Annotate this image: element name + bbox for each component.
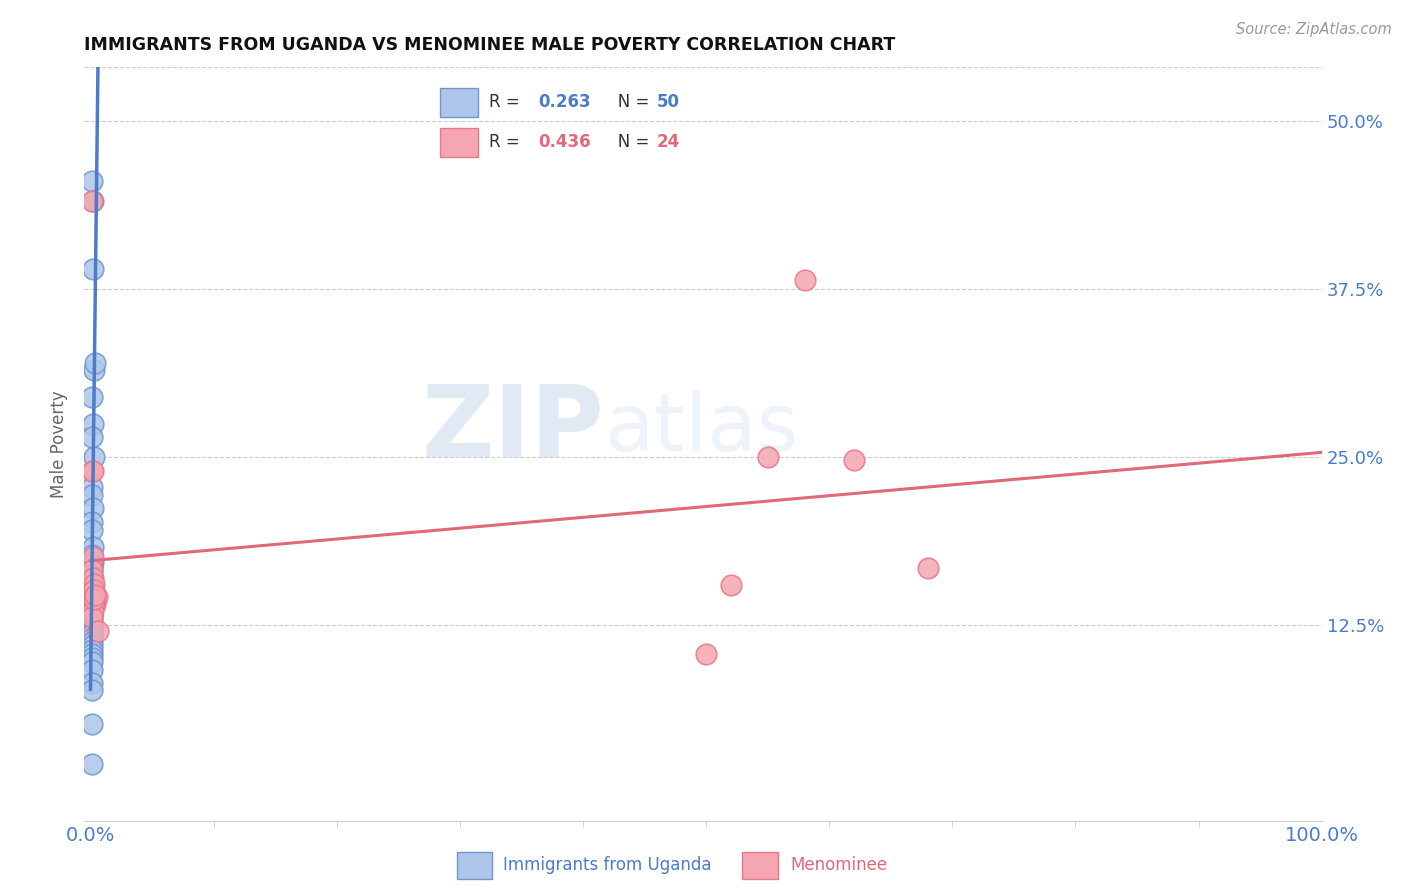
Point (82, 571, 104, 585)
Point (84, 597, 107, 611)
Point (80, 642, 103, 657)
Point (80, 596, 103, 610)
Point (80, 464, 103, 478)
Point (80, 613, 103, 627)
Point (80, 488, 103, 502)
Point (80, 599, 103, 613)
Point (83, 583, 105, 598)
Text: 0.436: 0.436 (538, 133, 591, 151)
Text: N =: N = (602, 94, 654, 112)
Point (80, 621, 103, 635)
Point (695, 647, 717, 661)
Point (80, 573, 103, 587)
Point (82, 194, 104, 209)
Point (80, 515, 103, 529)
Point (80, 563, 103, 577)
Point (80, 567, 103, 582)
Point (84, 591, 107, 605)
Point (80, 570, 103, 584)
Point (80, 390, 103, 404)
Point (80, 631, 103, 645)
Point (80, 586, 103, 600)
Point (80, 639, 103, 653)
Point (80, 663, 103, 677)
Point (82, 549, 104, 564)
Point (84, 591, 107, 605)
Point (80, 610, 103, 624)
Point (83, 597, 105, 611)
Point (80, 757, 103, 772)
Bar (440, 88, 478, 117)
Text: Menominee: Menominee (790, 856, 887, 874)
Point (80, 602, 103, 616)
Point (80, 650, 103, 665)
Point (82, 417, 104, 431)
Point (842, 453, 865, 467)
Point (80, 523, 103, 537)
Point (80, 624, 103, 638)
Point (80, 676, 103, 690)
Bar (440, 128, 478, 157)
Point (756, 450, 779, 465)
Text: N =: N = (602, 133, 654, 151)
Point (80, 716, 103, 731)
Point (80, 647, 103, 661)
Point (80, 194, 103, 209)
Point (80, 626, 103, 640)
Point (82, 501, 104, 516)
Point (80, 480, 103, 494)
Point (80, 583, 103, 598)
Point (84, 588, 107, 602)
Text: IMMIGRANTS FROM UGANDA VS MENOMINEE MALE POVERTY CORRELATION CHART: IMMIGRANTS FROM UGANDA VS MENOMINEE MALE… (84, 37, 896, 54)
Point (84, 356, 107, 370)
Point (80, 430, 103, 444)
Point (83, 363, 105, 377)
Point (82, 261, 104, 276)
Point (80, 174, 103, 188)
Bar (457, 852, 492, 879)
Point (82, 464, 104, 478)
Point (80, 581, 103, 595)
Point (80, 683, 103, 698)
Point (80, 655, 103, 669)
Bar (742, 852, 778, 879)
Text: 0.263: 0.263 (538, 94, 591, 112)
Point (80, 634, 103, 648)
Point (80, 549, 103, 563)
Y-axis label: Male Poverty: Male Poverty (51, 390, 69, 498)
Point (80, 617, 103, 632)
Point (80, 562, 103, 576)
Point (87, 624, 110, 638)
Point (720, 578, 742, 592)
Point (80, 558, 103, 572)
Text: R =: R = (489, 94, 526, 112)
Text: 50: 50 (657, 94, 679, 112)
Point (80, 576, 103, 591)
Point (80, 609, 103, 624)
Text: R =: R = (489, 133, 526, 151)
Point (82, 541, 104, 555)
Point (82, 555, 104, 569)
Text: ZIP: ZIP (422, 380, 605, 477)
Point (80, 593, 103, 607)
Point (83, 576, 105, 591)
Text: Immigrants from Uganda: Immigrants from Uganda (503, 856, 711, 874)
Point (82, 604, 104, 618)
Point (83, 591, 105, 606)
Text: atlas: atlas (605, 390, 799, 467)
Text: 24: 24 (657, 133, 679, 151)
Point (80, 607, 103, 621)
Point (917, 560, 939, 574)
Point (83, 450, 105, 465)
Point (793, 272, 815, 286)
Point (86, 591, 108, 605)
Point (80, 589, 103, 603)
Text: Source: ZipAtlas.com: Source: ZipAtlas.com (1236, 22, 1392, 37)
